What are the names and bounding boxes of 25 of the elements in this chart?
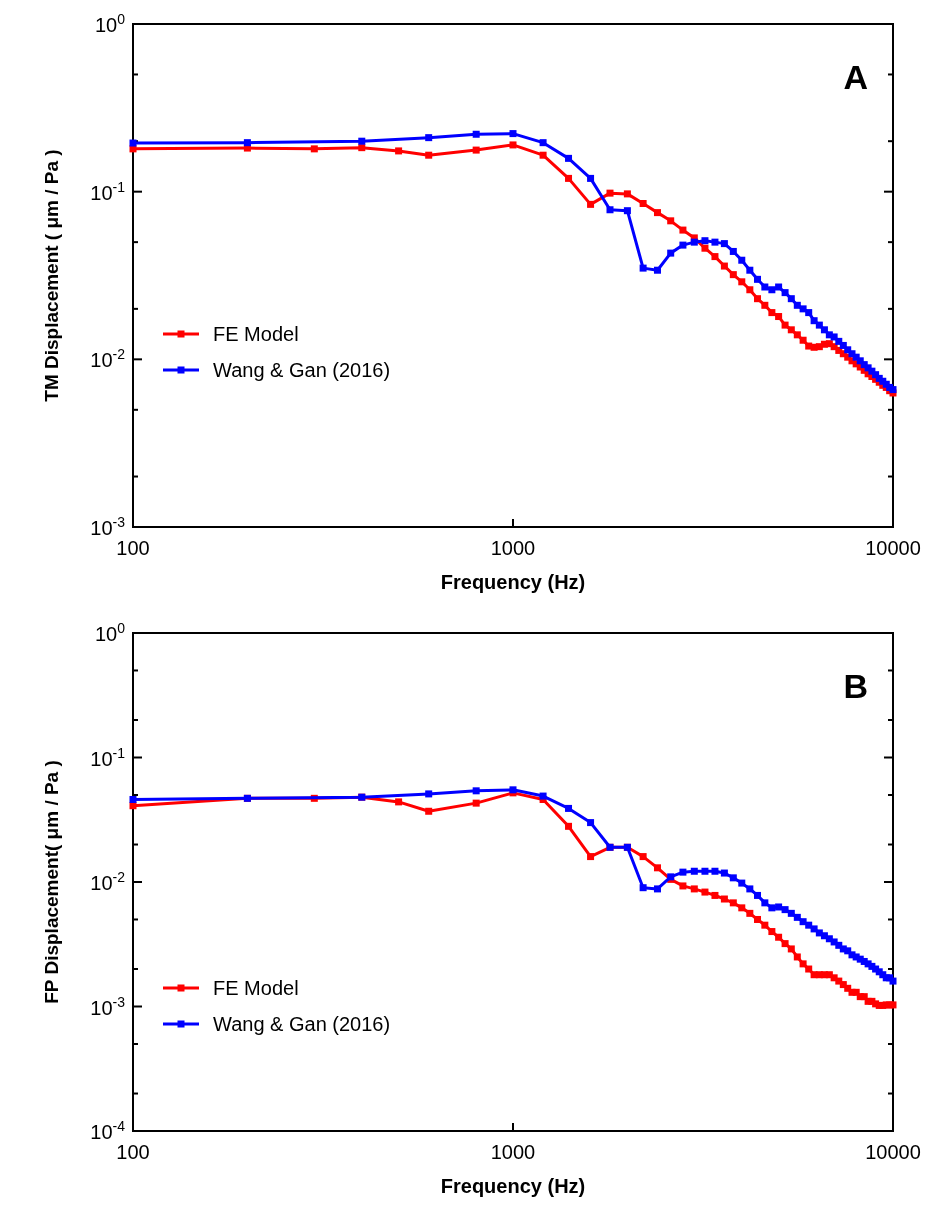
x-axis-title: Frequency (Hz) [440, 1175, 586, 1197]
y-tick-label: 10$^{0}$ [94, 11, 126, 36]
y-tick-label: 10$^{-3}$ [90, 514, 126, 539]
y-tick-label: 10$^{-1}$ [90, 744, 126, 770]
y-axis-title: FP Displacement( μm / Pa ) [41, 760, 62, 1004]
x-tick-label: 10000 [865, 1141, 921, 1163]
annotation: A [843, 58, 868, 96]
y-tick-label: 10$^{-2}$ [90, 346, 126, 372]
legend-label: Wang & Gan (2016) [213, 1013, 391, 1035]
x-tick-label: 10000 [865, 537, 921, 559]
x-tick-label: 1000 [490, 1141, 536, 1163]
y-tick-label: 10$^{-3}$ [90, 993, 126, 1019]
x-tick-label: 100 [116, 537, 150, 559]
y-tick-label: 10$^{-1}$ [90, 178, 126, 204]
legend-label: Wang & Gan (2016) [213, 359, 391, 381]
y-tick-label: 10$^{0}$ [94, 620, 126, 645]
y-tick-label: 10$^{-2}$ [90, 869, 126, 894]
annotation: B [843, 667, 868, 705]
x-axis-title: Frequency (Hz) [440, 571, 586, 593]
x-tick-label: 1000 [490, 537, 536, 559]
legend-label: FE Model [213, 323, 299, 345]
y-tick-label: 10$^{-4}$ [90, 1118, 126, 1143]
x-tick-label: 100 [116, 1141, 150, 1163]
legend-label: FE Model [213, 977, 299, 999]
y-axis-title: TM Displacement ( μm / Pa ) [41, 149, 62, 402]
